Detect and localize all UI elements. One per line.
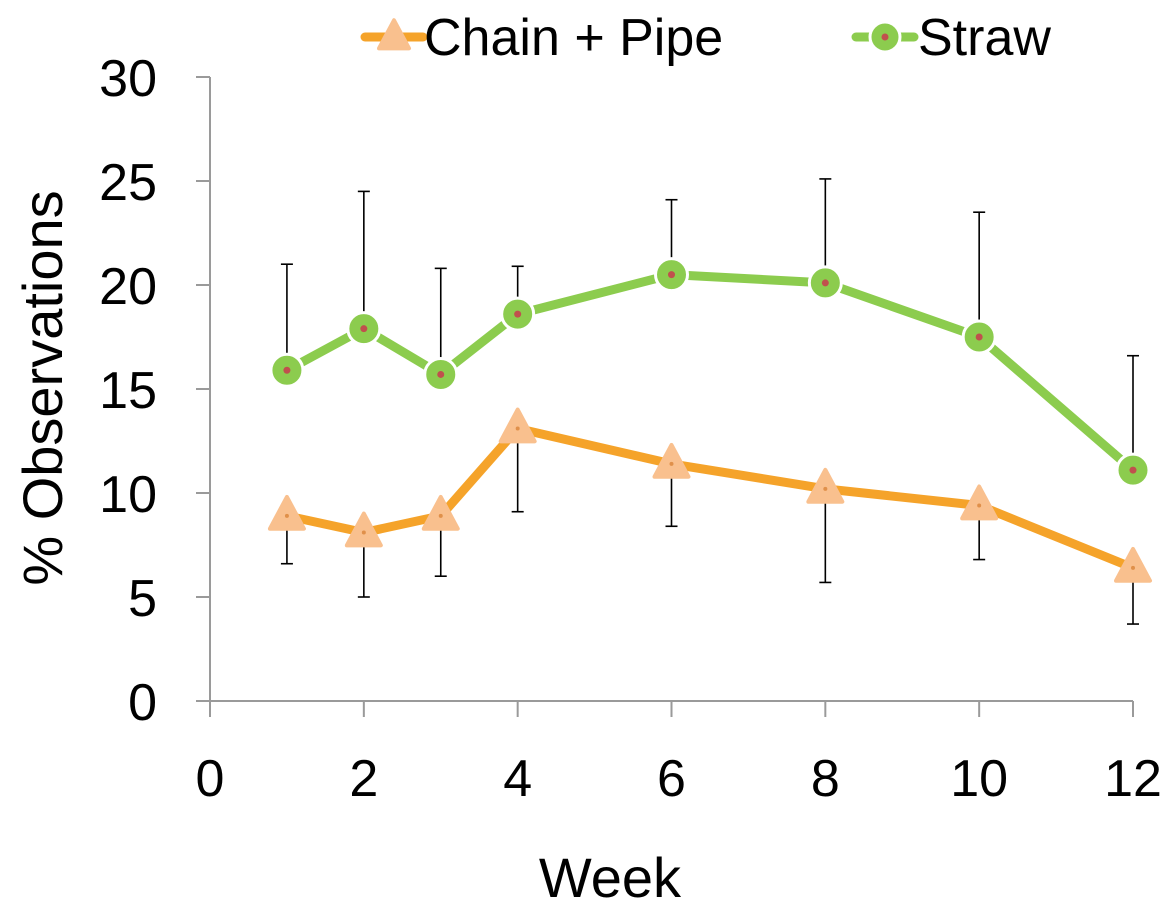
- legend: Chain + Pipe Straw: [360, 9, 1051, 67]
- straw-data-point-center: [283, 366, 291, 374]
- chain-pipe-data-point-center: [361, 530, 366, 535]
- error-bars: [280, 178, 1139, 625]
- straw-data-point-center: [668, 271, 675, 279]
- straw-data-point-center: [975, 333, 983, 341]
- chain-pipe-data-point-center: [515, 426, 520, 431]
- axes: 0 5 10 15 20 25 30 0 2 4 6 8 10 12: [99, 50, 1162, 808]
- x-tick-label: 4: [503, 750, 532, 808]
- y-tick-label: 20: [99, 258, 157, 316]
- straw-data-point-center: [1129, 466, 1137, 474]
- series-markers: [267, 257, 1152, 583]
- straw-data-point-center: [514, 310, 522, 318]
- chain-pipe-data-point-center: [823, 486, 828, 491]
- legend-chain-pipe-label: Chain + Pipe: [424, 9, 723, 67]
- y-tick-label: 15: [99, 362, 157, 420]
- chain-pipe-data-point-center: [1131, 565, 1135, 570]
- x-tick-label: 12: [1104, 750, 1162, 808]
- legend-straw-label: Straw: [918, 9, 1051, 67]
- chain-pipe-series-line: [282, 424, 1138, 573]
- straw-data-point-center: [437, 370, 445, 378]
- chain-pipe-data-point: [960, 484, 999, 521]
- straw-series-line: [282, 270, 1138, 475]
- y-tick-label: 30: [99, 50, 157, 108]
- chain-pipe-data-point: [421, 494, 460, 531]
- chain-pipe-data-point-center: [669, 461, 674, 466]
- x-tick-label: 10: [950, 750, 1008, 808]
- y-tick-label: 10: [99, 466, 157, 524]
- chain-pipe-data-point: [652, 442, 691, 479]
- y-tick-label: 25: [99, 154, 157, 212]
- y-axis-label: % Observations: [11, 190, 74, 585]
- chain-pipe-data-point-center: [977, 503, 982, 508]
- straw-data-point-center: [821, 279, 829, 287]
- y-tick-label: 5: [128, 570, 157, 628]
- x-axis-label: Week: [539, 846, 682, 905]
- x-tick-label: 0: [196, 750, 225, 808]
- chain-pipe-data-point-center: [284, 513, 289, 518]
- chain-pipe-data-point-center: [438, 513, 443, 518]
- y-tick-label: 0: [128, 674, 157, 732]
- legend-chain-pipe-marker: [377, 18, 411, 51]
- series-lines: [282, 270, 1138, 573]
- x-tick-label: 8: [811, 750, 840, 808]
- chain-pipe-data-point: [344, 511, 383, 548]
- x-tick-label: 6: [657, 750, 686, 808]
- legend-straw-marker-center: [881, 33, 889, 41]
- chain-pipe-data-point: [1114, 546, 1152, 583]
- chain-pipe-data-point: [806, 467, 845, 504]
- x-tick-label: 2: [349, 750, 378, 808]
- straw-data-point-center: [360, 325, 368, 333]
- chain-pipe-data-point: [267, 494, 306, 531]
- chain-pipe-data-point: [498, 407, 537, 444]
